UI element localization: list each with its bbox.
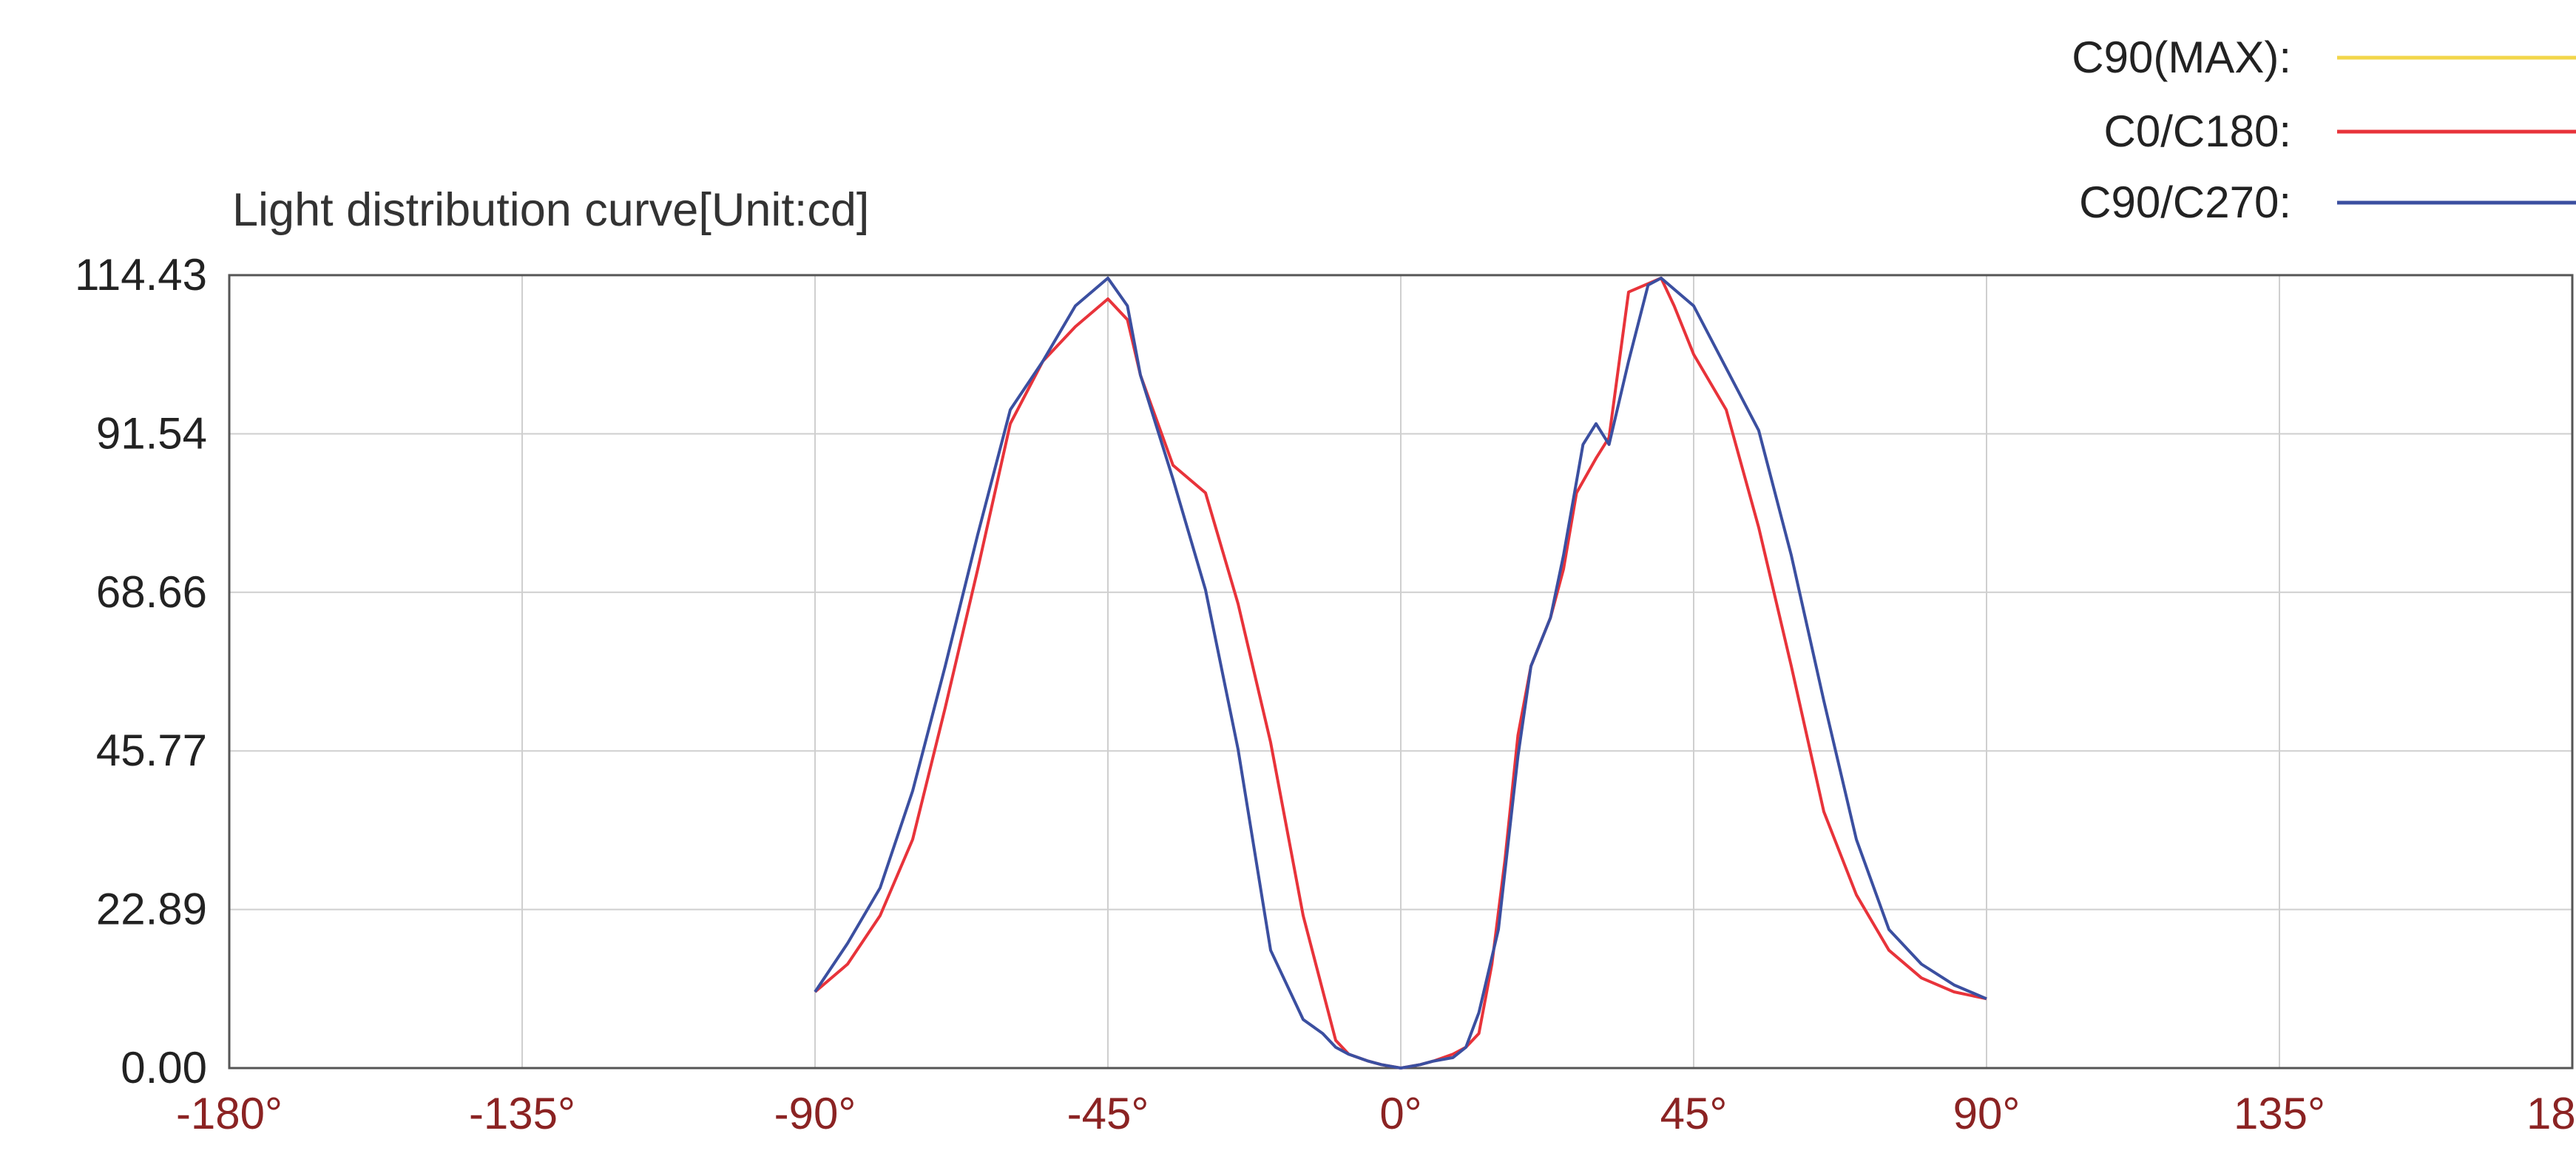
grid — [229, 275, 2572, 1068]
x-tick-label: -90° — [774, 1089, 856, 1138]
y-tick-label: 22.89 — [96, 885, 207, 934]
series-line-3 — [814, 277, 1987, 1070]
x-tick-label: 0° — [1379, 1089, 1421, 1138]
x-tick-label: -45° — [1067, 1089, 1149, 1138]
legend-label: C90/C270: — [2079, 178, 2291, 227]
axes: -180° -135° -90° -45° 0° 45° 90° 135° 180° 0.00 22… — [75, 250, 2576, 1138]
y-tick-label: 45.77 — [96, 726, 207, 775]
y-tick-label: 114.43 — [75, 250, 207, 300]
legend: C90(MAX): C0/C180: C90/C270: — [2072, 33, 2576, 227]
legend-label: C0/C180: — [2104, 107, 2291, 156]
x-tick-label: -180° — [176, 1089, 283, 1138]
legend-label: C90(MAX): — [2072, 33, 2291, 82]
x-tick-label: 135° — [2234, 1089, 2325, 1138]
y-tick-label: 68.66 — [96, 567, 207, 617]
x-tick-label: 180° — [2526, 1089, 2576, 1138]
x-tick-label: 45° — [1660, 1089, 1728, 1138]
y-tick-label: 0.00 — [121, 1043, 207, 1092]
y-tick-label: 91.54 — [96, 408, 207, 458]
chart-title: Light distribution curve[Unit:cd] — [232, 184, 869, 236]
x-tick-label: 90° — [1953, 1089, 2021, 1138]
series-lines — [814, 277, 1987, 1070]
x-tick-label: -135° — [469, 1089, 575, 1138]
series-line-2 — [814, 277, 1987, 1070]
